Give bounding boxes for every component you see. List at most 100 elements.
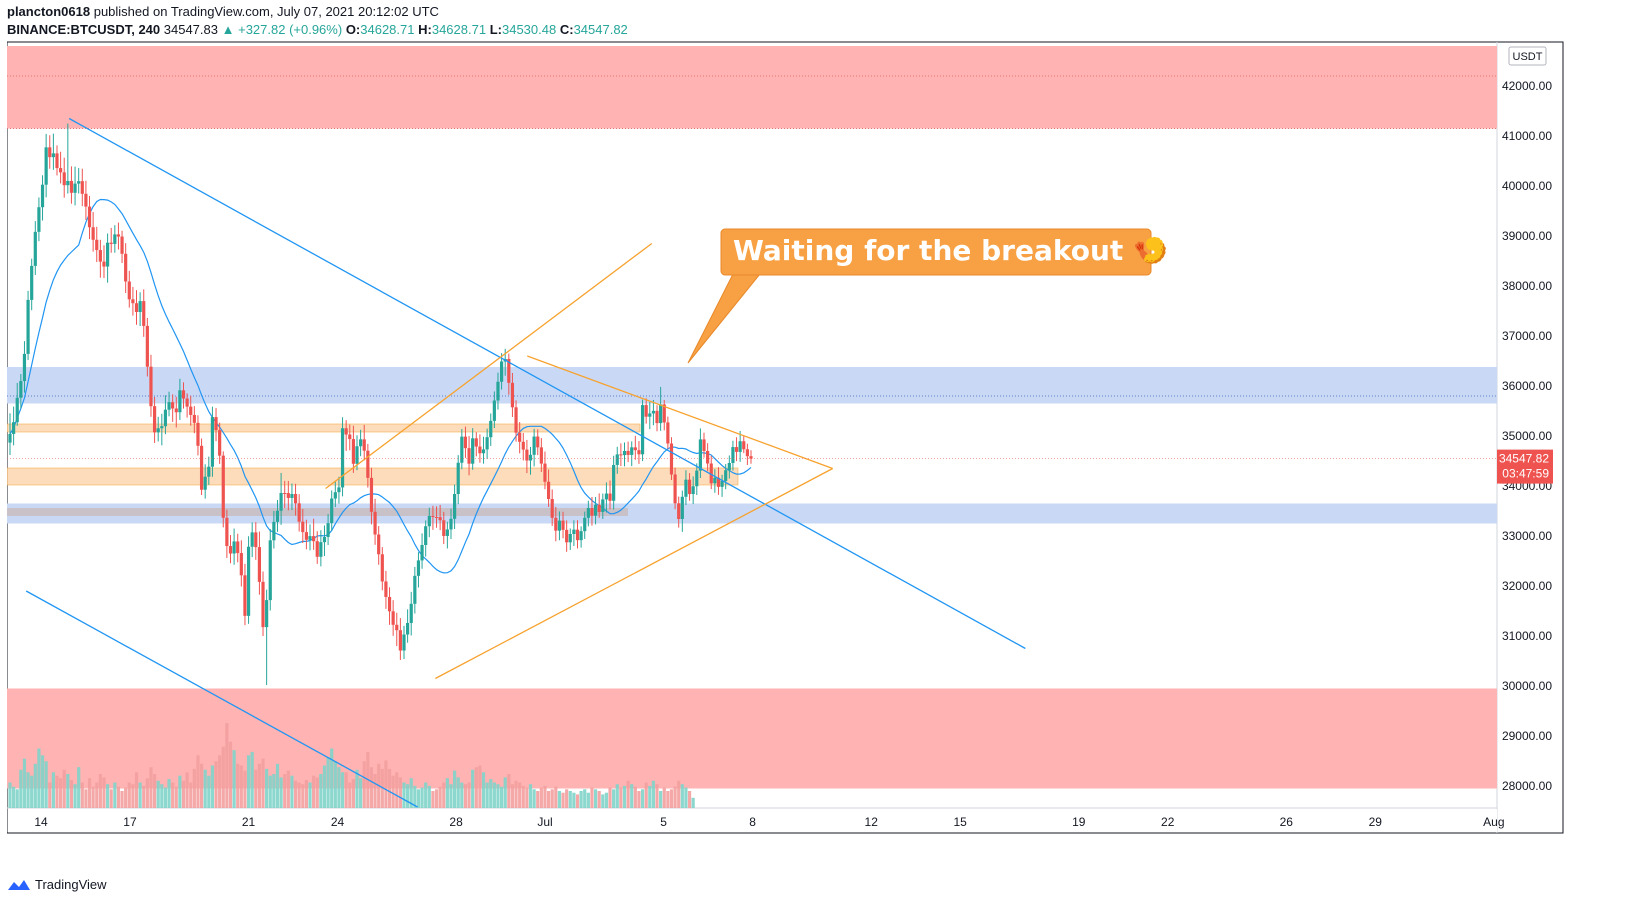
candle-body [424,526,428,545]
time-tick-label: 28 [449,815,463,829]
volume-bar [463,784,468,808]
volume-bar [413,785,417,808]
volume-bar [456,777,460,808]
volume-bar [387,768,392,808]
time-tick-label: 17 [123,815,137,829]
volume-bar [568,791,572,808]
candle [124,243,128,293]
price-tick-label: 39000.00 [1502,229,1552,243]
candle-body [218,430,222,456]
candle [131,286,135,316]
volume-bar [246,755,251,808]
candle-body [22,353,27,382]
candle [644,398,648,424]
volume-bar [637,791,641,808]
candle [467,436,471,476]
volume-bar [8,782,12,808]
candle [525,439,529,474]
candle-body [257,547,262,582]
author-name[interactable]: plancton0618 [7,4,91,19]
volume-bar [293,780,298,808]
candle [409,591,413,636]
candle [702,432,706,458]
volume-bar [250,751,254,808]
candle [514,400,518,442]
volume-bar [481,772,486,808]
candle-body [413,575,417,604]
volume-bar [550,789,554,808]
volume-bar [561,792,565,808]
price-tick-label: 30000.00 [1502,679,1552,693]
volume-bar [95,782,99,808]
volume-bar [15,789,19,808]
candle-body [659,404,663,424]
volume-bar [77,767,81,808]
volume-bar [312,775,316,808]
candle [738,431,742,462]
candle [438,504,442,531]
candle-body [554,517,558,531]
candle-body [608,493,612,501]
candle-body [250,532,254,547]
footer-brand[interactable]: TradingView [35,877,107,892]
candle [113,225,117,253]
candle-body [12,422,16,434]
candle [275,500,280,532]
volume-bar [402,782,406,808]
volume-bar [62,769,66,808]
candle-body [149,366,153,407]
volume-bar [597,791,601,808]
candle [583,511,587,539]
volume-bar [19,769,23,808]
candle [716,467,721,495]
candle [590,497,594,526]
volume-bar [427,785,431,808]
zone-support_blue-1 [7,367,1497,404]
candle [279,472,283,525]
candle [510,372,515,417]
candle-body [406,622,410,635]
candle-body [145,325,149,367]
candle [413,566,417,614]
volume-bar [445,778,449,808]
candle [391,600,395,636]
volume-bar [207,775,211,808]
volume-bar [434,789,439,808]
candle-body [489,420,493,438]
candle-body [557,520,562,531]
candle [308,524,312,551]
candle [456,455,460,505]
candle-body [720,480,724,487]
candle [604,482,609,513]
time-tick-label: 21 [242,815,256,829]
candle-body [387,596,392,612]
candle-body [586,508,590,518]
candle-body [579,531,583,541]
candle-body [8,433,12,443]
candle [619,443,623,467]
candle [337,476,341,504]
candle-body [84,193,88,207]
time-tick-label: 24 [331,815,345,829]
candle [659,386,663,431]
candle-body [478,446,482,454]
volume-bar [44,761,48,808]
volume-bar [626,780,630,808]
candle [565,520,569,552]
candle [460,429,464,470]
time-tick-label: Jul [537,815,552,829]
candle-body [15,397,19,423]
candle-body [604,493,609,500]
candle-body [105,242,110,267]
candle-body [662,404,666,423]
volume-bar [575,794,580,808]
volume-bar [174,786,178,808]
candle-body [102,261,106,267]
candle [557,511,562,541]
candle [633,435,637,460]
volume-bar [398,777,402,808]
candle-body [460,436,464,463]
candle-body [330,498,334,524]
volume-bar [536,791,540,808]
